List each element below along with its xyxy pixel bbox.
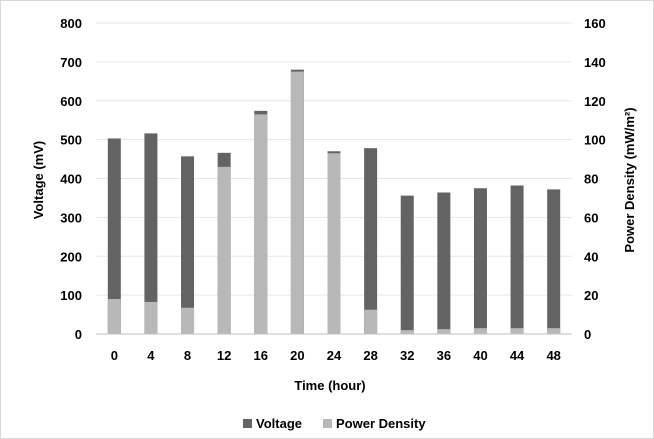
x-tick-label: 28 [363, 348, 377, 363]
power-density-bar [217, 166, 231, 334]
right-axis-ticks: 0 20 40 60 80 100 120 140 160 [584, 16, 606, 342]
y2-tick-label: 160 [584, 16, 606, 31]
x-tick-label: 12 [217, 348, 231, 363]
power-density-bar [364, 309, 378, 334]
y2-tick-label: 40 [584, 249, 598, 264]
power-density-bar [510, 328, 524, 334]
legend-label-voltage: Voltage [256, 416, 302, 431]
y-axis-title: Voltage (mV) [31, 141, 46, 220]
x-tick-label: 8 [184, 348, 191, 363]
x-tick-label: 48 [546, 348, 560, 363]
x-tick-label: 32 [400, 348, 414, 363]
voltage-bar [107, 138, 121, 334]
y-tick-label: 300 [60, 210, 82, 225]
power-density-bar [400, 330, 414, 334]
legend-label-power-density: Power Density [336, 416, 426, 431]
voltage-bar [473, 188, 487, 334]
y2-tick-label: 140 [584, 55, 606, 70]
x-tick-label: 24 [327, 348, 342, 363]
y2-tick-label: 20 [584, 288, 598, 303]
power-density-bar [144, 301, 158, 334]
y2-tick-label: 80 [584, 172, 598, 187]
x-axis-title: Time (hour) [294, 378, 365, 393]
legend-swatch-voltage [243, 419, 252, 428]
voltage-bar [181, 156, 195, 334]
y-tick-label: 200 [60, 249, 82, 264]
y-tick-label: 600 [60, 94, 82, 109]
voltage-bar [437, 192, 451, 334]
y-tick-label: 500 [60, 133, 82, 148]
left-axis-ticks: 0 100 200 300 400 500 600 700 800 [60, 16, 82, 342]
y-tick-label: 700 [60, 55, 82, 70]
legend-swatch-power-density [323, 419, 332, 428]
y-tick-label: 400 [60, 172, 82, 187]
power-density-bar [437, 329, 451, 334]
x-tick-label: 20 [290, 348, 304, 363]
power-density-bar [181, 307, 195, 334]
voltage-bar [364, 148, 378, 334]
power-density-bar [254, 114, 268, 334]
power-density-bar [290, 71, 304, 334]
x-tick-label: 0 [111, 348, 118, 363]
x-tick-label: 36 [437, 348, 451, 363]
y-tick-label: 0 [75, 327, 82, 342]
x-axis-ticks: 0 4 8 12 16 20 24 28 32 36 40 44 48 [111, 348, 561, 363]
x-tick-label: 4 [147, 348, 155, 363]
bars [107, 69, 561, 335]
power-density-bar [107, 299, 121, 334]
x-tick-label: 16 [254, 348, 268, 363]
x-tick-label: 44 [510, 348, 525, 363]
power-density-bar [547, 328, 561, 334]
y-tick-label: 800 [60, 16, 82, 31]
y2-tick-label: 60 [584, 210, 598, 225]
y-tick-label: 100 [60, 288, 82, 303]
y2-axis-title: Power Density (mW/m²) [622, 107, 637, 252]
voltage-bar [510, 185, 524, 334]
y2-tick-label: 0 [584, 327, 591, 342]
power-density-bar [473, 328, 487, 334]
voltage-bar [144, 133, 158, 334]
x-tick-label: 40 [473, 348, 487, 363]
legend: Voltage Power Density [243, 416, 426, 431]
y2-tick-label: 120 [584, 94, 606, 109]
power-density-bar [327, 153, 341, 334]
voltage-bar [400, 195, 414, 334]
y2-tick-label: 100 [584, 133, 606, 148]
voltage-bar [547, 189, 561, 334]
